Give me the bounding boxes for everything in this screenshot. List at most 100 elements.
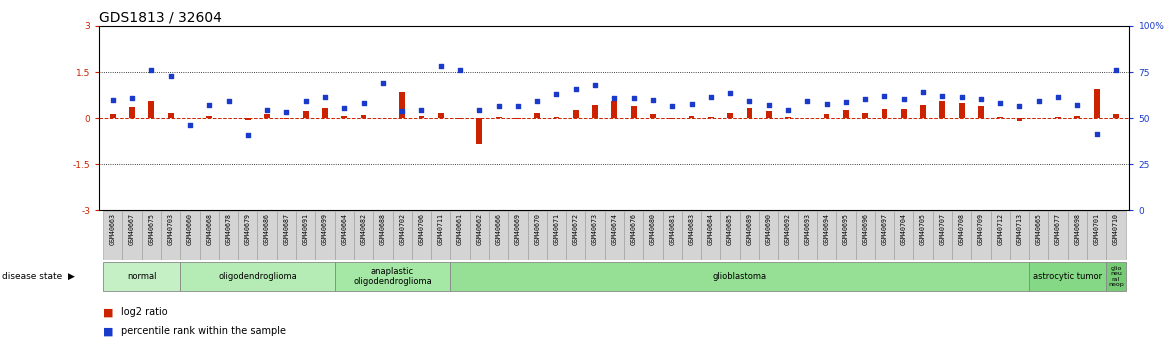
- Point: [181, 122, 200, 128]
- Bar: [303, 111, 308, 118]
- Point: [508, 104, 527, 109]
- Bar: [534, 112, 540, 118]
- Bar: [322, 108, 328, 118]
- Bar: [168, 112, 174, 118]
- Bar: [1113, 115, 1119, 118]
- FancyBboxPatch shape: [257, 211, 277, 260]
- Point: [315, 95, 334, 100]
- Point: [1029, 98, 1048, 104]
- Text: GSM40704: GSM40704: [901, 213, 906, 245]
- Point: [818, 101, 836, 107]
- Text: GSM40703: GSM40703: [168, 213, 174, 245]
- Point: [759, 102, 778, 108]
- Bar: [477, 118, 482, 144]
- Text: GSM40670: GSM40670: [534, 213, 541, 245]
- Bar: [882, 109, 888, 118]
- Text: GSM40684: GSM40684: [708, 213, 714, 245]
- FancyBboxPatch shape: [296, 211, 315, 260]
- FancyBboxPatch shape: [335, 211, 354, 260]
- Bar: [669, 118, 675, 119]
- Bar: [130, 107, 135, 118]
- Text: glio
neu
ral
neop: glio neu ral neop: [1108, 266, 1124, 287]
- FancyBboxPatch shape: [374, 211, 392, 260]
- FancyBboxPatch shape: [161, 211, 180, 260]
- Text: disease state  ▶: disease state ▶: [2, 272, 75, 281]
- Bar: [939, 101, 945, 118]
- Bar: [361, 115, 367, 118]
- Bar: [1093, 89, 1099, 118]
- Text: GSM40712: GSM40712: [997, 213, 1003, 245]
- Point: [875, 93, 894, 99]
- Text: GSM40709: GSM40709: [978, 213, 983, 245]
- Bar: [959, 104, 965, 118]
- Point: [258, 107, 277, 112]
- Text: GSM40706: GSM40706: [418, 213, 424, 245]
- Text: GSM40708: GSM40708: [959, 213, 965, 245]
- Text: GSM40671: GSM40671: [554, 213, 559, 245]
- Text: GSM40693: GSM40693: [805, 213, 811, 245]
- FancyBboxPatch shape: [566, 211, 585, 260]
- FancyBboxPatch shape: [277, 211, 296, 260]
- Text: GSM40674: GSM40674: [611, 213, 618, 245]
- Text: GSM40666: GSM40666: [495, 213, 501, 245]
- FancyBboxPatch shape: [1029, 211, 1049, 260]
- Point: [798, 98, 816, 104]
- Point: [682, 101, 701, 107]
- Point: [123, 96, 141, 101]
- Point: [1087, 131, 1106, 137]
- Point: [895, 96, 913, 102]
- Point: [1010, 104, 1029, 109]
- Bar: [651, 114, 656, 118]
- FancyBboxPatch shape: [315, 211, 335, 260]
- Text: GSM40687: GSM40687: [284, 213, 290, 245]
- FancyBboxPatch shape: [585, 211, 605, 260]
- Point: [277, 109, 296, 115]
- Point: [470, 108, 488, 113]
- Bar: [920, 105, 926, 118]
- Point: [913, 89, 932, 95]
- FancyBboxPatch shape: [990, 211, 1010, 260]
- Bar: [997, 117, 1003, 118]
- FancyBboxPatch shape: [103, 211, 123, 260]
- Bar: [245, 118, 251, 120]
- Point: [297, 98, 315, 104]
- Bar: [418, 116, 424, 118]
- Text: ■: ■: [103, 307, 113, 317]
- Text: oligodendroglioma: oligodendroglioma: [218, 272, 297, 281]
- Point: [354, 101, 373, 106]
- FancyBboxPatch shape: [682, 211, 701, 260]
- Text: GSM40696: GSM40696: [862, 213, 868, 245]
- FancyBboxPatch shape: [180, 211, 200, 260]
- Text: GSM40707: GSM40707: [939, 213, 945, 245]
- Bar: [207, 116, 213, 118]
- Text: GSM40695: GSM40695: [843, 213, 849, 245]
- FancyBboxPatch shape: [721, 211, 739, 260]
- Bar: [766, 111, 772, 118]
- FancyBboxPatch shape: [1049, 211, 1068, 260]
- FancyBboxPatch shape: [701, 211, 721, 260]
- Point: [451, 67, 470, 72]
- Text: GSM40698: GSM40698: [1075, 213, 1080, 245]
- Bar: [495, 117, 501, 118]
- Text: GSM40662: GSM40662: [477, 213, 482, 245]
- Text: GSM40664: GSM40664: [341, 213, 347, 245]
- Text: GSM40697: GSM40697: [882, 213, 888, 245]
- Bar: [457, 118, 463, 119]
- Bar: [515, 118, 521, 119]
- FancyBboxPatch shape: [855, 211, 875, 260]
- Point: [702, 95, 721, 100]
- Point: [605, 96, 624, 101]
- Point: [625, 96, 644, 101]
- FancyBboxPatch shape: [644, 211, 662, 260]
- Point: [972, 96, 990, 102]
- Bar: [785, 117, 791, 118]
- Text: GSM40710: GSM40710: [1113, 213, 1119, 245]
- Text: GSM40690: GSM40690: [766, 213, 772, 245]
- Bar: [592, 105, 598, 118]
- Point: [161, 73, 180, 78]
- Text: GSM40681: GSM40681: [669, 213, 675, 245]
- FancyBboxPatch shape: [972, 211, 990, 260]
- FancyBboxPatch shape: [412, 211, 431, 260]
- Bar: [554, 117, 559, 118]
- FancyBboxPatch shape: [798, 211, 816, 260]
